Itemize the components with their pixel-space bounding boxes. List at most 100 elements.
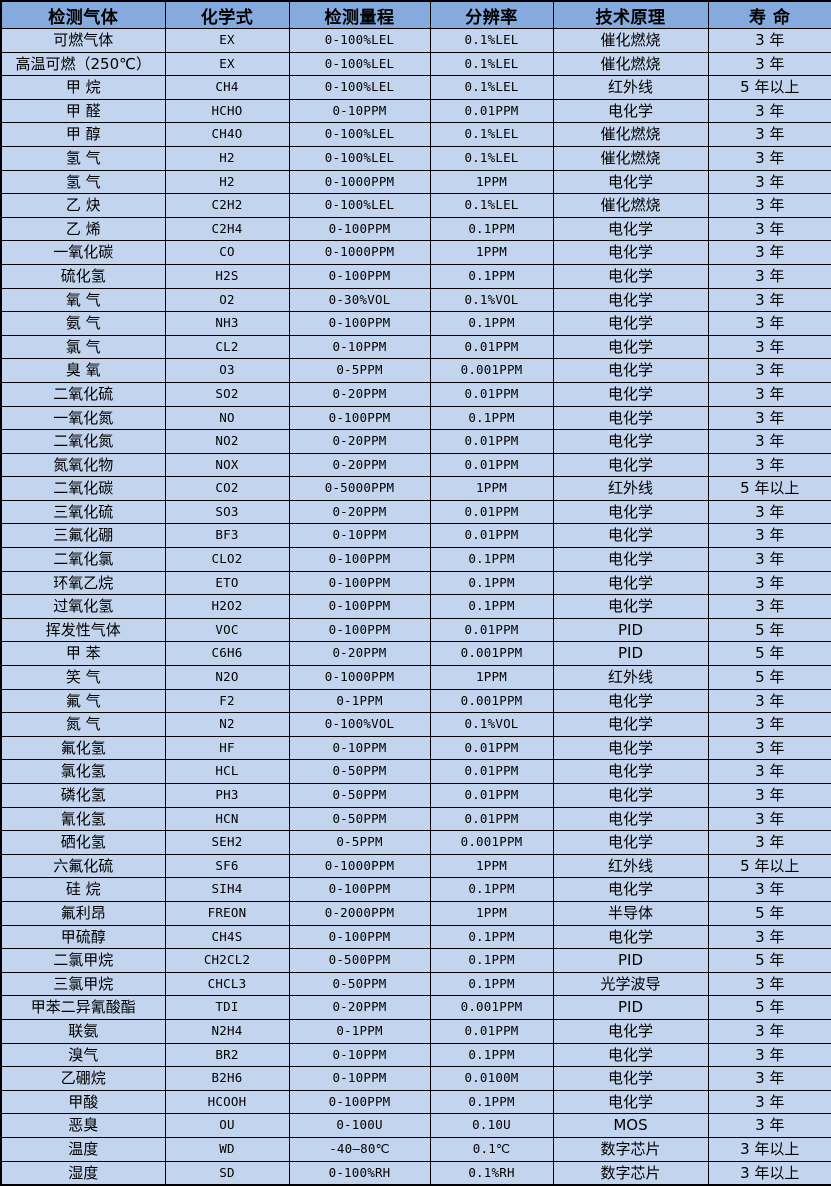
cell-principle: 半导体: [552, 900, 709, 926]
cell-formula: H2: [164, 169, 290, 195]
cell-resolution: 0.1PPM: [429, 570, 554, 596]
cell-formula: CLO2: [164, 547, 290, 572]
cell-principle: PID: [552, 948, 709, 973]
cell-range: 0-100%LEL: [288, 28, 431, 53]
cell-name: 氟利昂: [0, 900, 166, 926]
table-row: 氟 气 F2 0-1PPM 0.001PPM 电化学 3 年: [0, 688, 831, 714]
cell-life: 5 年: [707, 665, 831, 690]
cell-name: 三氟化硼: [0, 523, 166, 549]
table-row: 二氧化硫 SO2 0-20PPM 0.01PPM 电化学 3 年: [0, 381, 831, 407]
cell-resolution: 0.1%LEL: [429, 28, 554, 53]
cell-principle: 电化学: [552, 735, 709, 761]
cell-range: 0-100%LEL: [288, 145, 431, 171]
table-row: 一氧化碳 CO 0-1000PPM 1PPM 电化学 3 年: [0, 240, 831, 265]
cell-principle: 电化学: [552, 334, 709, 360]
cell-life: 3 年: [707, 381, 831, 407]
cell-formula: EX: [164, 51, 290, 77]
cell-principle: 电化学: [552, 783, 709, 808]
table-row: 硫化氢 H2S 0-100PPM 0.1PPM 电化学 3 年: [0, 263, 831, 289]
cell-resolution: 0.1PPM: [429, 924, 554, 950]
cell-formula: CH2CL2: [164, 948, 290, 973]
cell-resolution: 0.01PPM: [429, 1018, 554, 1044]
cell-resolution: 0.001PPM: [429, 358, 554, 383]
cell-range: 0-100PPM: [288, 924, 431, 950]
cell-name: 氯 气: [0, 334, 166, 360]
table-body: 可燃气体 EX 0-100%LEL 0.1%LEL 催化燃烧 3 年高温可燃（250℃） E…: [0, 28, 831, 1186]
cell-range: 0-10PPM: [288, 1042, 431, 1068]
cell-formula: N2O: [164, 665, 290, 690]
column-header-lifespan: 寿 命: [707, 0, 831, 29]
cell-resolution: 0.01PPM: [429, 806, 554, 832]
cell-resolution: 1PPM: [429, 853, 554, 879]
cell-range: 0-10PPM: [288, 334, 431, 360]
cell-resolution: 0.1PPM: [429, 216, 554, 242]
cell-principle: 电化学: [552, 877, 709, 902]
cell-name: 氨 气: [0, 311, 166, 336]
cell-formula: N2H4: [164, 1018, 290, 1044]
cell-life: 3 年: [707, 429, 831, 454]
cell-name: 甲硫醇: [0, 924, 166, 950]
cell-name: 氯化氢: [0, 759, 166, 784]
cell-resolution: 1PPM: [429, 476, 554, 501]
cell-resolution: 0.1PPM: [429, 948, 554, 973]
cell-principle: 催化燃烧: [552, 193, 709, 218]
cell-range: 0-1000PPM: [288, 169, 431, 195]
cell-name: 环氧乙烷: [0, 570, 166, 596]
cell-principle: 电化学: [552, 1042, 709, 1068]
cell-resolution: 0.1PPM: [429, 1042, 554, 1068]
cell-principle: 电化学: [552, 547, 709, 572]
cell-name: 硅 烷: [0, 877, 166, 902]
cell-range: 0-5PPM: [288, 830, 431, 855]
cell-name: 氧 气: [0, 287, 166, 313]
cell-principle: 催化燃烧: [552, 122, 709, 147]
table-row: 氟利昂 FREON 0-2000PPM 1PPM 半导体 5 年: [0, 900, 831, 926]
cell-principle: 电化学: [552, 712, 709, 737]
cell-principle: PID: [552, 641, 709, 667]
cell-range: 0-100%LEL: [288, 51, 431, 77]
cell-resolution: 1PPM: [429, 169, 554, 195]
cell-principle: 电化学: [552, 594, 709, 619]
cell-principle: 催化燃烧: [552, 51, 709, 77]
table-row: 笑 气 N2O 0-1000PPM 1PPM 红外线 5 年: [0, 665, 831, 690]
table-row: 可燃气体 EX 0-100%LEL 0.1%LEL 催化燃烧 3 年: [0, 28, 831, 53]
cell-range: 0-100%VOL: [288, 712, 431, 737]
cell-formula: SD: [164, 1160, 290, 1186]
cell-name: 挥发性气体: [0, 617, 166, 643]
cell-formula: N2: [164, 712, 290, 737]
cell-name: 氟化氢: [0, 735, 166, 761]
cell-life: 3 年: [707, 240, 831, 265]
cell-resolution: 0.1%LEL: [429, 193, 554, 218]
cell-resolution: 0.1PPM: [429, 971, 554, 997]
cell-formula: CO2: [164, 476, 290, 501]
cell-name: 二氧化氯: [0, 547, 166, 572]
cell-resolution: 0.1%VOL: [429, 712, 554, 737]
cell-life: 3 年: [707, 145, 831, 171]
cell-principle: 电化学: [552, 263, 709, 289]
column-header-range: 检测量程: [288, 0, 431, 29]
cell-resolution: 0.1PPM: [429, 263, 554, 289]
cell-resolution: 0.1PPM: [429, 1089, 554, 1115]
table-row: 乙硼烷 B2H6 0-10PPM 0.0100M 电化学 3 年: [0, 1066, 831, 1091]
cell-name: 乙 炔: [0, 193, 166, 218]
cell-name: 三氯甲烷: [0, 971, 166, 997]
cell-name: 甲酸: [0, 1089, 166, 1115]
table-row: 高温可燃（250℃） EX 0-100%LEL 0.1%LEL 催化燃烧 3 年: [0, 51, 831, 77]
cell-resolution: 0.01PPM: [429, 499, 554, 525]
cell-life: 3 年: [707, 334, 831, 360]
cell-range: 0-30%VOL: [288, 287, 431, 313]
cell-resolution: 0.1%LEL: [429, 122, 554, 147]
cell-resolution: 0.001PPM: [429, 688, 554, 714]
cell-life: 3 年: [707, 735, 831, 761]
cell-resolution: 0.01PPM: [429, 759, 554, 784]
cell-resolution: 0.0100M: [429, 1066, 554, 1091]
table-row: 乙 烯 C2H4 0-100PPM 0.1PPM 电化学 3 年: [0, 216, 831, 242]
table-row: 甲酸 HCOOH 0-100PPM 0.1PPM 电化学 3 年: [0, 1089, 831, 1115]
cell-principle: 数字芯片: [552, 1136, 709, 1162]
cell-name: 氮氧化物: [0, 452, 166, 478]
table-row: 联氨 N2H4 0-1PPM 0.01PPM 电化学 3 年: [0, 1018, 831, 1044]
cell-formula: C6H6: [164, 641, 290, 667]
cell-range: 0-10PPM: [288, 523, 431, 549]
table-row: 溴气 BR2 0-10PPM 0.1PPM 电化学 3 年: [0, 1042, 831, 1068]
column-header-gas-name: 检测气体: [0, 0, 166, 29]
cell-resolution: 0.001PPM: [429, 641, 554, 667]
